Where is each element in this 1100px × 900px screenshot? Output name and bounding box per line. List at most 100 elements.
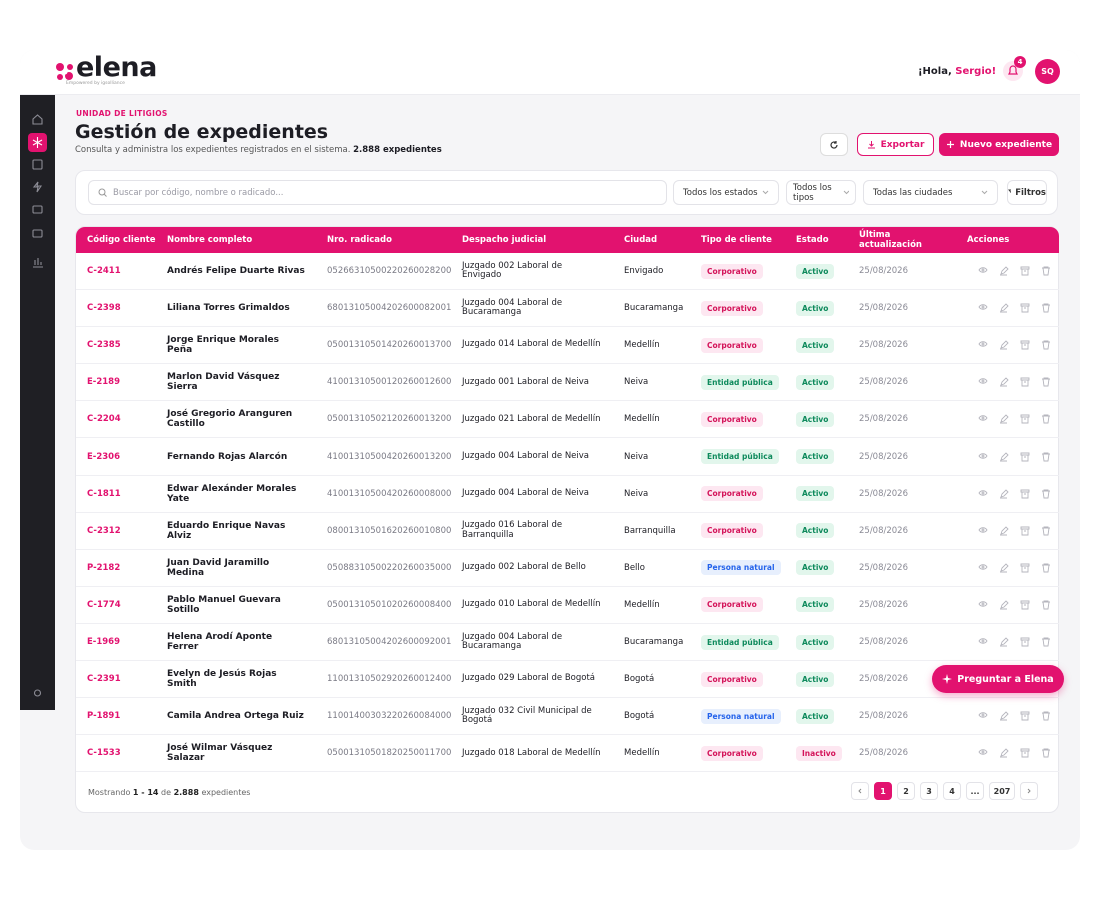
card-icon[interactable] — [32, 229, 43, 238]
record-code[interactable]: P-1891 — [87, 711, 121, 722]
record-code[interactable]: C-2312 — [87, 525, 121, 536]
avatar[interactable]: SQ — [1035, 59, 1060, 84]
status-select[interactable]: Todos los estados — [673, 180, 779, 205]
archive-icon[interactable] — [1019, 302, 1031, 314]
view-icon[interactable] — [977, 339, 989, 351]
delete-icon[interactable] — [1040, 451, 1052, 463]
record-code[interactable]: C-2385 — [87, 340, 121, 351]
filters-button[interactable]: Filtros — [1007, 180, 1047, 205]
record-code[interactable]: C-1811 — [87, 488, 121, 499]
home-icon[interactable] — [32, 114, 43, 125]
edit-icon[interactable] — [998, 339, 1010, 351]
page-button[interactable]: 207 — [989, 782, 1015, 800]
record-code[interactable]: C-2391 — [87, 674, 121, 685]
delete-icon[interactable] — [1040, 599, 1052, 611]
arrow-icon — [858, 788, 862, 794]
delete-icon[interactable] — [1040, 265, 1052, 277]
page-button[interactable]: 4 — [943, 782, 961, 800]
archive-icon[interactable] — [1019, 599, 1031, 611]
archive-icon[interactable] — [1019, 525, 1031, 537]
bolt-icon[interactable] — [32, 181, 43, 193]
record-code[interactable]: C-2411 — [87, 266, 121, 276]
archive-icon[interactable] — [1019, 413, 1031, 425]
view-icon[interactable] — [977, 451, 989, 463]
edit-icon[interactable] — [998, 265, 1010, 277]
record-code[interactable]: P-2182 — [87, 562, 121, 573]
delete-icon[interactable] — [1040, 302, 1052, 314]
delete-icon[interactable] — [1040, 636, 1052, 648]
search-input[interactable]: Buscar por código, nombre o radicado... — [88, 180, 667, 205]
edit-icon[interactable] — [998, 451, 1010, 463]
mail-icon[interactable] — [32, 205, 43, 214]
archive-icon[interactable] — [1019, 710, 1031, 722]
view-icon[interactable] — [977, 599, 989, 611]
edit-icon[interactable] — [998, 636, 1010, 648]
edit-icon[interactable] — [998, 710, 1010, 722]
archive-icon[interactable] — [1019, 488, 1031, 500]
new-button[interactable]: Nuevo expediente — [939, 133, 1059, 156]
edit-icon[interactable] — [998, 599, 1010, 611]
view-icon[interactable] — [977, 413, 989, 425]
record-code[interactable]: E-2306 — [87, 451, 120, 462]
calendar-icon[interactable] — [32, 159, 43, 170]
export-button[interactable]: Exportar — [857, 133, 934, 156]
edit-icon[interactable] — [998, 747, 1010, 759]
page-button[interactable]: 2 — [897, 782, 915, 800]
archive-icon-shape — [1020, 600, 1030, 610]
delete-icon[interactable] — [1040, 562, 1052, 574]
assistant-button[interactable]: Preguntar a Elena — [932, 665, 1064, 693]
view-icon[interactable] — [977, 376, 989, 388]
view-icon[interactable] — [977, 710, 989, 722]
edit-icon[interactable] — [998, 413, 1010, 425]
record-code[interactable]: C-2398 — [87, 303, 121, 314]
subtitle-text: Consulta y administra los expedientes re… — [75, 145, 351, 155]
delete-icon[interactable] — [1040, 710, 1052, 722]
delete-icon[interactable] — [1040, 339, 1052, 351]
column-header: Estado — [796, 235, 829, 245]
archive-icon[interactable] — [1019, 636, 1031, 648]
delete-icon[interactable] — [1040, 376, 1052, 388]
archive-icon[interactable] — [1019, 747, 1031, 759]
page-button[interactable]: 1 — [874, 782, 892, 800]
page-button[interactable]: 3 — [920, 782, 938, 800]
archive-icon[interactable] — [1019, 562, 1031, 574]
archive-icon[interactable] — [1019, 376, 1031, 388]
edit-icon[interactable] — [998, 376, 1010, 388]
view-icon[interactable] — [977, 562, 989, 574]
delete-icon[interactable] — [1040, 747, 1052, 759]
view-icon[interactable] — [977, 636, 989, 648]
view-icon[interactable] — [977, 488, 989, 500]
settings-icon[interactable] — [33, 689, 42, 697]
view-icon[interactable] — [977, 302, 989, 314]
edit-icon-shape — [1000, 451, 1009, 461]
view-icon[interactable] — [977, 265, 989, 277]
archive-icon[interactable] — [1019, 265, 1031, 277]
archive-icon[interactable] — [1019, 451, 1031, 463]
record-code[interactable]: E-2189 — [87, 377, 120, 388]
record-code[interactable]: C-1533 — [87, 748, 121, 759]
record-name: Fernando Rojas Alarcón — [167, 451, 288, 462]
record-code[interactable]: E-1969 — [87, 637, 120, 647]
edit-icon[interactable] — [998, 525, 1010, 537]
refresh-button[interactable] — [820, 133, 848, 156]
record-name: Liliana Torres Grimaldos — [167, 303, 290, 314]
page-arrow[interactable] — [851, 782, 869, 800]
delete-icon[interactable] — [1040, 488, 1052, 500]
edit-icon[interactable] — [998, 488, 1010, 500]
page-arrow[interactable] — [1020, 782, 1038, 800]
delete-icon[interactable] — [1040, 525, 1052, 537]
record-code[interactable]: C-1774 — [87, 599, 121, 610]
record-code[interactable]: C-2204 — [87, 414, 121, 425]
view-icon[interactable] — [977, 525, 989, 537]
chart-icon[interactable] — [33, 258, 43, 268]
edit-icon-shape — [1000, 340, 1009, 350]
edit-icon[interactable] — [998, 562, 1010, 574]
city-select[interactable]: Todas las ciudades — [863, 180, 998, 205]
edit-icon[interactable] — [998, 302, 1010, 314]
table-row: E-2189 Marlon David Vásquez Sierra 4100131… — [76, 364, 1059, 402]
archive-icon[interactable] — [1019, 339, 1031, 351]
delete-icon[interactable] — [1040, 413, 1052, 425]
type-select[interactable]: Todos los tipos — [786, 180, 856, 205]
page-button[interactable]: ... — [966, 782, 984, 800]
view-icon[interactable] — [977, 747, 989, 759]
